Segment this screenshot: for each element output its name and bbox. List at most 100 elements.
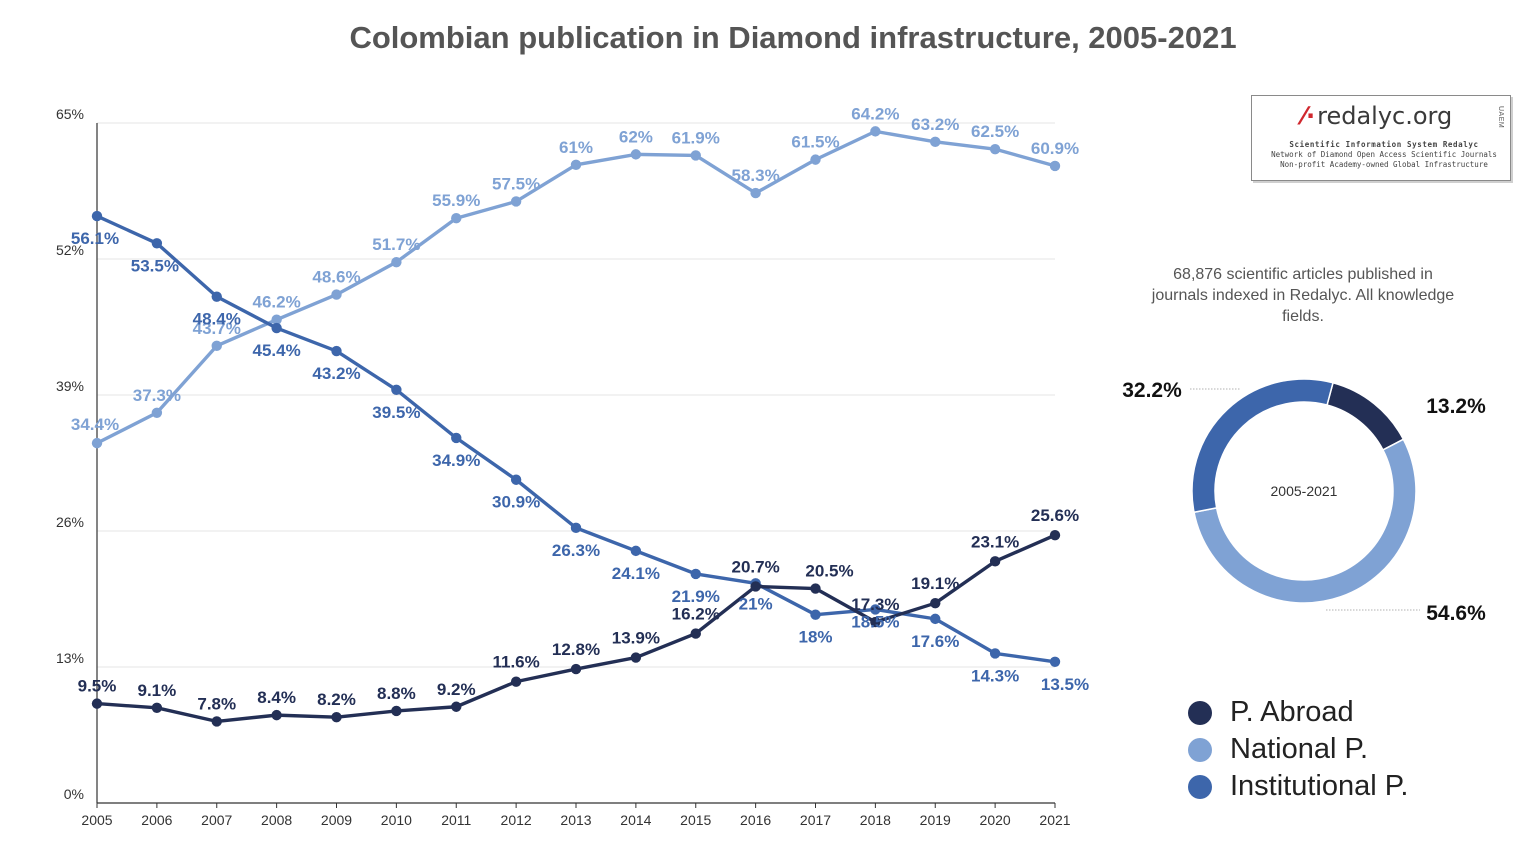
donut-slice-label: 32.2% [1122,379,1182,402]
series-line [96,214,1056,664]
y-tick-label: 0% [64,786,84,802]
y-tick-label: 52% [56,242,84,258]
data-point [630,545,642,557]
legend-dot-institutional [1188,774,1212,799]
data-point [870,616,881,628]
donut-slice-label: 54.6% [1426,602,1486,625]
x-tick-label: 2018 [860,812,891,828]
logo-line-3: Non-profit Academy-owned Global Infrastr… [1280,160,1488,169]
logo-side-text: UAEM [1497,106,1504,129]
x-tick-label: 2013 [560,812,591,828]
data-label: 48.6% [312,268,360,287]
data-point [451,432,462,444]
data-label: 37.3% [133,386,181,405]
data-label: 61% [559,138,593,157]
x-tick-label: 2015 [680,812,711,828]
data-point [930,136,941,148]
data-label: 60.9% [1031,139,1079,158]
series-institutional-p [91,210,1061,667]
legend: P. Abroad National P. Institutional P. [1188,694,1408,805]
y-tick-label: 26% [56,514,84,530]
x-tick-label: 2019 [920,812,951,828]
data-point [91,437,103,449]
data-point [690,568,701,580]
x-tick-label: 2007 [201,812,232,828]
data-label: 43.2% [312,364,360,383]
data-label: 45.4% [253,341,301,360]
legend-label-abroad: P. Abroad [1230,696,1354,728]
data-point [331,712,342,723]
legend-label-institutional: Institutional P. [1230,770,1409,802]
logo-line-1: Scientific Information System Redalyc [1289,140,1479,149]
data-label: 51.7% [372,235,420,254]
data-label: 30.9% [492,493,540,512]
data-point [510,196,522,207]
data-point [211,716,222,727]
donut-chart: 2005-2021 13.2% 54.6% 32.2% [1122,378,1486,625]
data-label: 21.9% [672,587,720,606]
data-point [510,474,522,485]
data-label: 7.8% [197,694,236,713]
data-point [630,652,642,663]
legend-item-institutional: Institutional P. [1188,768,1408,805]
donut-slice [1193,438,1417,604]
series-line [96,129,1056,445]
legend-label-national: National P. [1230,733,1369,765]
legend-dot-national [1188,737,1212,762]
data-point [630,149,642,160]
data-point [391,384,402,395]
data-point [570,522,582,534]
data-point [151,238,163,249]
data-label: 13.9% [612,629,660,648]
data-point [989,648,1001,659]
donut-slice [1191,378,1334,514]
y-tick-label: 65% [56,106,84,122]
data-point [870,126,881,137]
data-point [570,159,582,171]
data-label: 46.2% [253,293,301,312]
data-point [690,150,701,161]
x-tick-label: 2014 [620,812,651,828]
x-tick-label: 2021 [1039,812,1070,828]
data-label: 18% [798,628,832,647]
data-point [989,143,1001,155]
data-label: 58.3% [732,166,780,185]
data-point [570,663,582,675]
data-point [810,583,821,594]
data-point [331,289,342,300]
data-label: 14.3% [971,666,1019,685]
x-tick-label: 2012 [501,812,532,828]
data-label: 61.5% [791,133,839,152]
redalyc-mark-icon: ⁄· [1302,102,1316,130]
data-point [930,597,941,609]
data-label: 8.2% [317,690,356,709]
data-label: 17.6% [911,632,959,651]
chart-title: Colombian publication in Diamond infrast… [349,20,1237,55]
data-label: 62% [619,127,653,146]
x-tick-label: 2020 [980,812,1011,828]
data-point [151,702,163,713]
data-point [391,705,402,717]
x-tick-label: 2006 [141,812,172,828]
data-label: 61.9% [672,128,720,147]
logo-line-2: Network of Diamond Open Access Scientifi… [1271,150,1497,159]
x-tick-label: 2017 [800,812,831,828]
data-point [690,628,701,639]
data-point [750,581,761,592]
data-label: 57.5% [492,174,540,193]
data-label: 16.2% [672,605,720,624]
series-p-abroad [91,529,1061,727]
data-label: 20.7% [732,557,780,576]
data-label: 20.5% [805,562,853,581]
data-label: 11.6% [492,653,539,672]
data-label: 34.9% [432,451,480,470]
data-label: 9.5% [78,677,117,696]
data-point [331,345,342,357]
data-label: 19.1% [911,574,959,593]
data-label: 24.1% [612,564,660,583]
data-point [1049,529,1061,541]
data-point [451,213,462,224]
data-label: 13.5% [1041,675,1089,694]
legend-dot-abroad [1188,700,1212,725]
x-tick-label: 2009 [321,812,352,828]
